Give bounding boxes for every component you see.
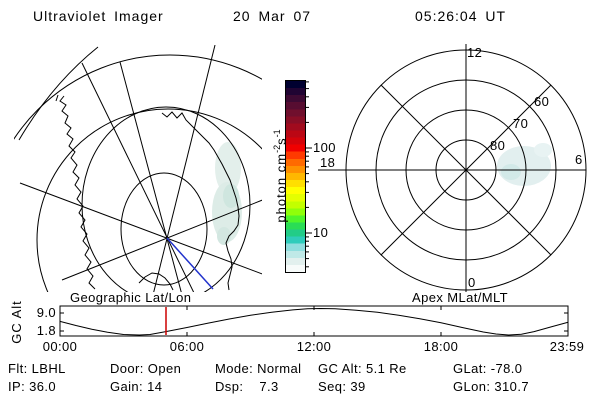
- status-seq: Seq: 39: [318, 379, 366, 394]
- ytick-1-8-label: 1.8: [36, 323, 56, 338]
- polar-mlat-80-label: 80: [490, 138, 506, 153]
- xtick-2359-label: 23:59: [549, 339, 585, 354]
- polar-grid: [318, 44, 587, 292]
- polar-mlt-0-label: 0: [468, 275, 476, 290]
- status-ip: IP: 36.0: [8, 379, 57, 394]
- antarctica-coastline: [55, 94, 240, 291]
- xtick-0600-label: 06:00: [169, 339, 205, 354]
- polar-mlat-60-label: 60: [534, 94, 550, 109]
- xtick-1800-label: 18:00: [423, 339, 459, 354]
- xtick-0000-label: 00:00: [42, 339, 78, 354]
- status-flt: Flt: LBHL: [8, 361, 66, 376]
- header-time: 05:26:04 UT: [415, 8, 507, 24]
- geo-emission-patch: [212, 142, 242, 245]
- colorbar-tick-label-10: 10: [313, 225, 329, 240]
- orbit-track-line: [166, 237, 214, 290]
- colorbar-unit-label: photon cm-2s-1: [269, 106, 289, 246]
- unit-text: photon cm: [273, 152, 289, 223]
- geo-grid: [14, 45, 262, 292]
- polar-plot-title: Apex MLat/MLT: [412, 290, 508, 305]
- ytick-9-label: 9.0: [36, 305, 56, 320]
- colorbar-ticks: [306, 81, 312, 268]
- polar-mlat-70-label: 70: [513, 116, 529, 131]
- unit-text-2: s: [273, 137, 289, 145]
- header-date: 20 Mar 07: [233, 8, 312, 24]
- polar-mlt-18-label: 18: [320, 155, 336, 170]
- apex-polar-plot: [318, 44, 587, 292]
- polar-mlt-12-label: 12: [467, 45, 483, 60]
- status-door: Door: Open: [110, 361, 182, 376]
- status-mode: Mode: Normal: [215, 361, 302, 376]
- strip-chart-ticks: [60, 306, 568, 336]
- status-glon: GLon: 310.7: [453, 379, 529, 394]
- strip-chart-ylabel: GC Alt: [9, 300, 24, 344]
- gc-alt-strip-chart: [59, 305, 569, 337]
- unit-exp-2: -1: [272, 129, 282, 138]
- unit-exp: -2: [272, 144, 282, 153]
- polar-emission-patch: [497, 143, 552, 186]
- geographic-map: [14, 45, 262, 292]
- colorbar-tick-label-100: 100: [313, 140, 336, 155]
- page-title: Ultraviolet Imager: [33, 8, 164, 24]
- geo-map-title: Geographic Lat/Lon: [70, 290, 192, 305]
- gc-alt-curve: [59, 307, 568, 336]
- status-glat: GLat: -78.0: [453, 361, 523, 376]
- colorbar-gradient: [285, 80, 306, 273]
- polar-mlt-6-label: 6: [575, 152, 583, 167]
- status-gcalt: GC Alt: 5.1 Re: [318, 361, 407, 376]
- status-dsp: Dsp: 7.3: [215, 379, 279, 394]
- xtick-1200-label: 12:00: [296, 339, 332, 354]
- status-gain: Gain: 14: [110, 379, 163, 394]
